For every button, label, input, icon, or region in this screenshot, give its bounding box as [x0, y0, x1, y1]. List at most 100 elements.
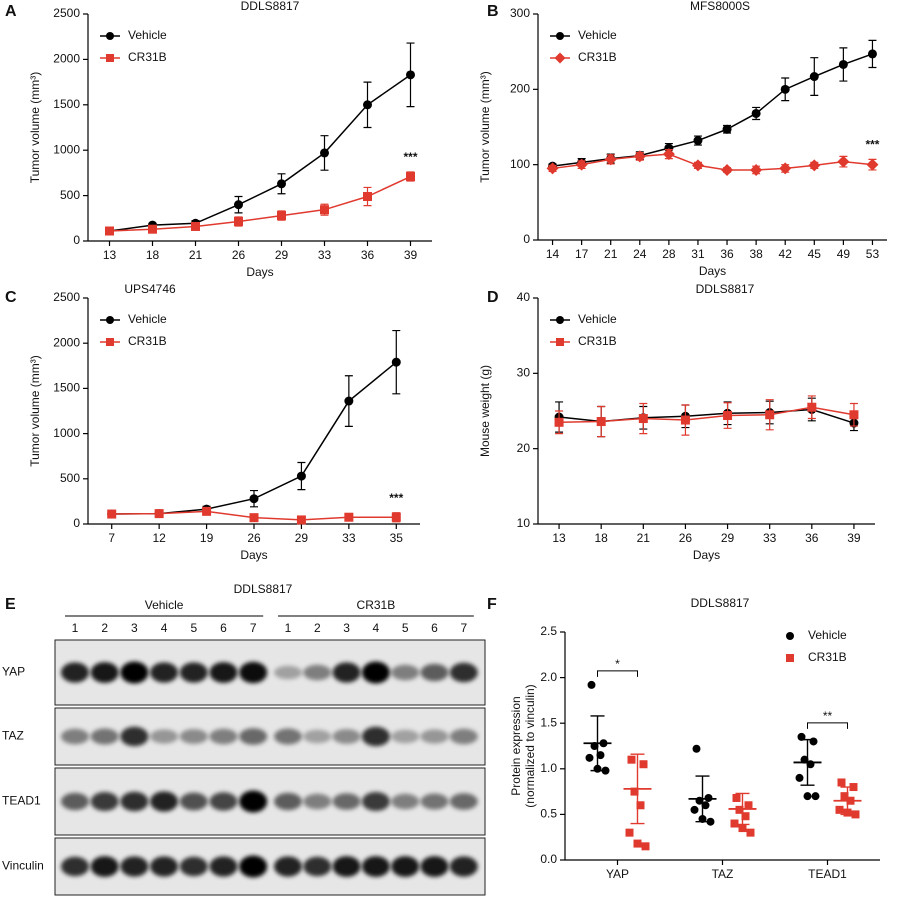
marker	[780, 84, 790, 94]
band	[303, 793, 332, 810]
marker	[706, 817, 715, 826]
x-tick-label: TAZ	[712, 867, 734, 881]
marker	[107, 509, 117, 519]
marker	[344, 512, 354, 522]
band	[420, 729, 449, 744]
band	[391, 664, 420, 681]
marker	[866, 158, 879, 171]
marker	[575, 158, 588, 171]
group-label: CR31B	[357, 598, 396, 612]
y-tick-label: 0	[523, 232, 530, 246]
band	[90, 856, 119, 877]
marker	[296, 471, 306, 481]
band	[420, 663, 449, 682]
y-tick-label: 1000	[53, 426, 80, 440]
y-tick-label: 30	[517, 366, 531, 380]
marker	[625, 828, 634, 837]
marker	[556, 316, 564, 324]
lane-label: 4	[373, 621, 380, 635]
sd-bar	[590, 715, 605, 772]
marker	[730, 819, 739, 828]
band	[361, 726, 390, 747]
row-label: Vinculin	[2, 859, 44, 873]
x-tick-label: 36	[805, 531, 819, 545]
row-label: YAP	[2, 665, 25, 679]
x-tick-label: 12	[152, 531, 166, 545]
band	[239, 661, 268, 684]
marker	[202, 506, 212, 516]
x-tick-label: 42	[779, 247, 793, 261]
y-tick-label: 0.0	[540, 852, 557, 866]
chart-title: DDLS8817	[241, 0, 300, 13]
legend-label: CR31B	[578, 334, 617, 348]
x-tick-label: 26	[232, 248, 246, 262]
significance-bracket	[597, 670, 638, 677]
lane-label: 3	[131, 621, 138, 635]
marker	[106, 32, 114, 40]
marker	[704, 793, 713, 802]
x-tick-label: 21	[604, 247, 618, 261]
y-axis-label: Tumor volume (mm³)	[478, 71, 492, 183]
band	[90, 728, 119, 745]
x-tick-label: 13	[103, 248, 117, 262]
significance-bracket	[807, 722, 848, 729]
y-tick-label: 0	[73, 233, 80, 247]
x-axis-label: Days	[699, 264, 726, 278]
band	[361, 792, 390, 811]
x-tick-label: 53	[866, 247, 880, 261]
legend-label: Vehicle	[578, 28, 617, 42]
y-tick-label: 20	[517, 441, 531, 455]
band	[391, 729, 420, 744]
marker	[808, 159, 821, 172]
marker	[587, 680, 596, 689]
band	[391, 856, 420, 877]
marker	[786, 632, 794, 640]
y-tick-label: 200	[510, 82, 530, 96]
marker	[604, 153, 617, 166]
y-tick-label: 1000	[53, 142, 80, 156]
y-axis-label: Tumor volume (mm³)	[28, 72, 42, 184]
x-tick-label: 24	[633, 247, 647, 261]
legend-label: CR31B	[808, 650, 847, 664]
legend-label: Vehicle	[128, 312, 167, 326]
marker	[277, 211, 286, 221]
x-tick-label: 13	[552, 531, 566, 545]
y-tick-label: 2500	[53, 6, 80, 20]
chart-title: DDLS8817	[691, 596, 750, 610]
y-tick-label: 2000	[53, 52, 80, 66]
band	[420, 793, 449, 810]
band	[361, 856, 390, 877]
marker	[633, 839, 642, 848]
band	[274, 856, 302, 877]
series-line	[552, 153, 873, 171]
marker	[741, 812, 750, 821]
marker	[630, 787, 639, 796]
x-tick-label: 26	[247, 531, 261, 545]
marker	[106, 54, 114, 62]
series-line	[552, 53, 873, 167]
x-tick-label: 39	[404, 248, 418, 262]
lane-label: 2	[314, 621, 321, 635]
x-axis-label: Days	[246, 265, 273, 279]
marker	[837, 778, 846, 787]
chart-title: UPS4746	[124, 282, 176, 296]
marker	[638, 414, 648, 424]
band	[179, 792, 208, 811]
band	[274, 728, 302, 745]
y-axis-label: Tumor volume (mm³)	[28, 355, 42, 467]
x-tick-label: 14	[546, 247, 560, 261]
chart-title: DDLS8817	[696, 282, 755, 296]
sd-bar	[695, 775, 710, 823]
band	[61, 662, 89, 683]
marker	[807, 402, 817, 412]
marker	[363, 100, 372, 110]
marker	[662, 148, 675, 161]
sd-bar	[735, 792, 750, 826]
legend-label: Vehicle	[578, 312, 617, 326]
panel-letter: B	[487, 3, 499, 20]
marker	[191, 221, 200, 231]
panel-letter: D	[487, 289, 499, 306]
x-tick-label: 35	[390, 531, 404, 545]
marker	[803, 792, 812, 801]
marker	[809, 737, 818, 746]
